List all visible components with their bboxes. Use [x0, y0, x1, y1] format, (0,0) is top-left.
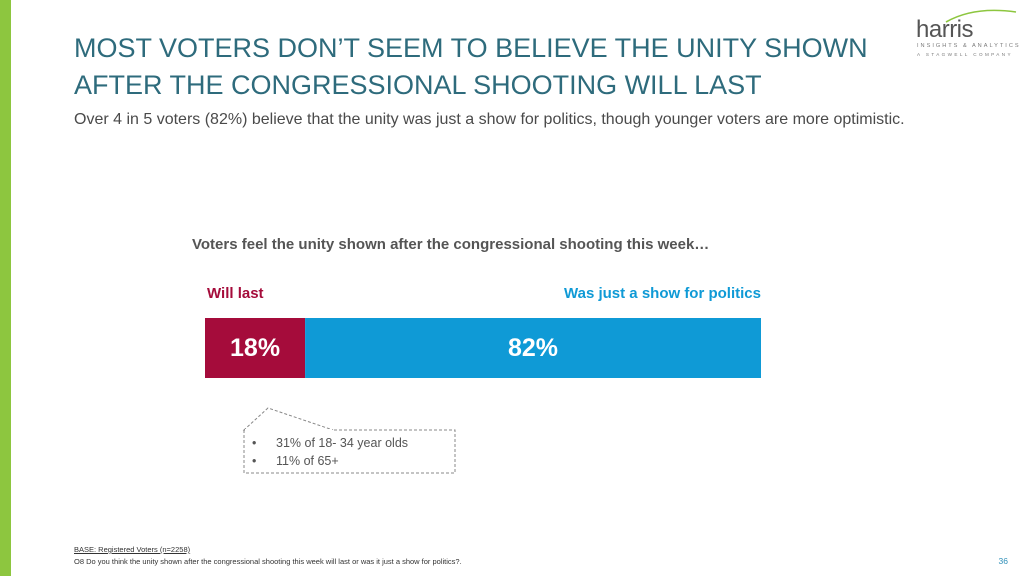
- question-footnote: O8 Do you think the unity shown after th…: [74, 557, 462, 566]
- stacked-bar-svg: [205, 318, 761, 378]
- callout-list: • 31% of 18- 34 year olds • 11% of 65+: [244, 430, 455, 470]
- page-number: 36: [998, 556, 1008, 566]
- bar-value-show-for-politics: 82%: [508, 334, 559, 362]
- category-label-will-last: Will last: [207, 285, 264, 302]
- bar-segment-show-for-politics: [305, 318, 761, 378]
- harris-logo: harris INSIGHTS & ANALYTICS A STAGWELL C…: [914, 9, 1021, 62]
- logo-word: harris: [916, 16, 974, 43]
- bullet-icon: •: [252, 436, 257, 450]
- stacked-bar: 18% 82%: [205, 318, 761, 378]
- bar-value-will-last: 18%: [230, 334, 281, 362]
- slide-title: MOST VOTERS DON’T SEEM TO BELIEVE THE UN…: [74, 33, 868, 100]
- age-callout-box: • 31% of 18- 34 year olds • 11% of 65+: [244, 430, 455, 473]
- slide-subtitle: Over 4 in 5 voters (82%) believe that th…: [74, 111, 905, 128]
- base-footnote: BASE: Registered Voters (n=2258): [74, 545, 191, 554]
- logo-swoosh-icon: [945, 9, 1017, 23]
- bullet-icon: •: [252, 454, 257, 468]
- bar-segment-will-last: [205, 318, 306, 378]
- callout-item: • 31% of 18- 34 year olds: [252, 434, 455, 452]
- callout-item-text: 11% of 65+: [276, 454, 339, 468]
- logo-tagline: INSIGHTS & ANALYTICS: [917, 43, 1021, 49]
- category-label-show-for-politics: Was just a show for politics: [564, 285, 761, 302]
- callout-item-text: 31% of 18- 34 year olds: [276, 436, 409, 450]
- logo-company: A STAGWELL COMPANY: [917, 52, 1013, 57]
- chart-title: Voters feel the unity shown after the co…: [192, 236, 710, 253]
- callout-item: • 11% of 65+: [252, 452, 455, 470]
- accent-side-bar: [0, 0, 11, 576]
